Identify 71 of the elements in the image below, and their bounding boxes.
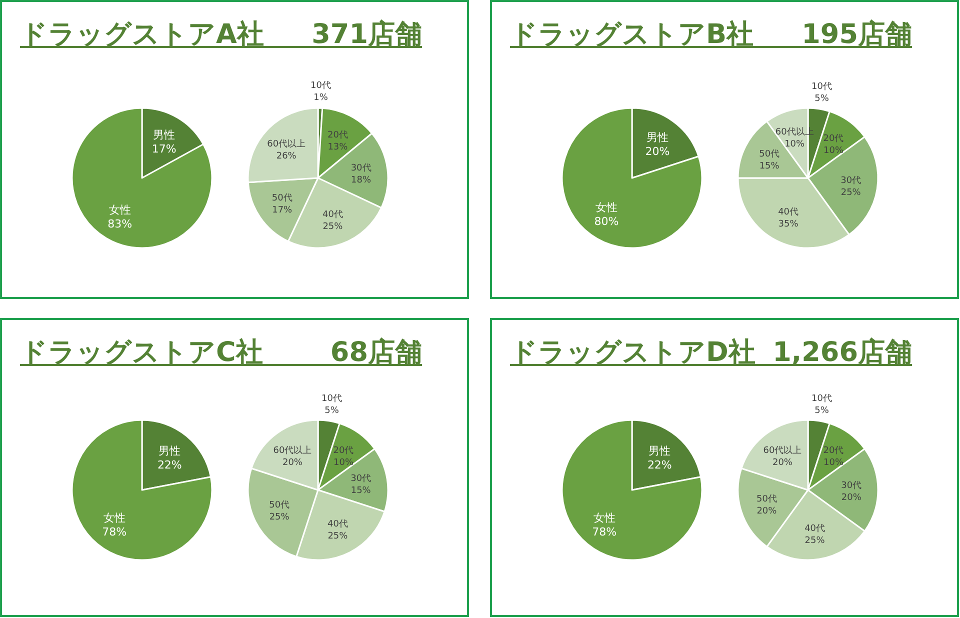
slice-label: 40代 (778, 206, 799, 218)
data-label: 25% (328, 532, 348, 542)
data-label: 83% (108, 217, 132, 230)
data-label: 20% (645, 144, 670, 158)
slice-label: 男性 (648, 444, 671, 458)
text: 68店舗 (330, 337, 422, 368)
data-label: 78% (102, 525, 127, 538)
slice-label: 20代 (823, 132, 844, 144)
slice-label: 50代 (272, 192, 292, 204)
slice-label: 30代 (840, 174, 862, 186)
slice-label: 20代 (327, 129, 348, 140)
data-label: 17% (272, 205, 293, 216)
slice-label: 50代 (759, 148, 780, 160)
slice-label: 女性 (593, 511, 616, 524)
data-label: 1% (314, 93, 328, 104)
slice-label: 女性 (103, 511, 126, 524)
data-label: 80% (594, 215, 619, 228)
data-label: 22% (647, 458, 672, 472)
data-label: 20% (282, 458, 303, 468)
text: 195店舗 (802, 19, 912, 50)
data-label: 5% (814, 94, 830, 104)
slice-label: 10代 (812, 81, 832, 92)
slice-label: 50代 (756, 493, 777, 504)
data-label: 15% (350, 486, 372, 496)
data-label: 35% (778, 220, 799, 230)
data-label: 13% (328, 142, 348, 152)
chart-title: ドラッグストアA社 (20, 19, 264, 50)
slice-label: 60代以上 (267, 138, 306, 150)
slice-label: 女性 (108, 203, 131, 216)
data-label: 25% (840, 188, 862, 198)
data-label: 20% (841, 493, 862, 503)
data-label: 78% (592, 525, 617, 538)
data-label: 25% (322, 222, 344, 232)
data-label: 20% (772, 458, 793, 468)
slice-label: 男性 (646, 130, 669, 144)
slice-label: 60代以上 (763, 444, 802, 456)
data-label: 26% (276, 151, 297, 162)
slice-label: 10代 (310, 80, 331, 92)
slice-label: 50代 (269, 500, 290, 511)
slice-label: 男性 (158, 444, 181, 458)
slice-label: 30代 (350, 162, 372, 174)
data-label: 5% (814, 406, 830, 416)
chart-title: ドラッグストアB社 (510, 19, 754, 50)
data-label: 20% (756, 506, 778, 516)
text: 371店舗 (312, 19, 422, 50)
data-label: 15% (759, 161, 780, 172)
data-label: 25% (269, 512, 290, 523)
slice-label: 40代 (804, 522, 826, 534)
slice-label: 30代 (841, 480, 862, 491)
slice-label: 10代 (322, 393, 342, 404)
data-label: 18% (351, 176, 372, 186)
chart-title: ドラッグストアC社 (20, 337, 263, 368)
slice-label: 60代以上 (273, 444, 312, 456)
data-label: 10% (784, 140, 806, 150)
data-label: 5% (324, 406, 340, 416)
chart-title: ドラッグストアD社 (510, 337, 756, 368)
slice-label: 30代 (350, 473, 372, 484)
data-label: 10% (824, 146, 844, 156)
data-label: 17% (152, 142, 176, 156)
slice-label: 男性 (153, 128, 176, 142)
data-label: 22% (157, 458, 182, 472)
slice-label: 10代 (812, 393, 832, 404)
slice-label: 女性 (595, 201, 618, 214)
text: 1,266店舗 (772, 337, 912, 368)
slice-label: 40代 (322, 208, 343, 220)
slice-label: 20代 (823, 444, 844, 456)
data-label: 25% (804, 536, 826, 546)
slice-label: 40代 (327, 518, 348, 530)
data-label: 10% (824, 458, 844, 468)
data-label: 10% (334, 458, 354, 468)
slice-label: 20代 (333, 444, 354, 456)
